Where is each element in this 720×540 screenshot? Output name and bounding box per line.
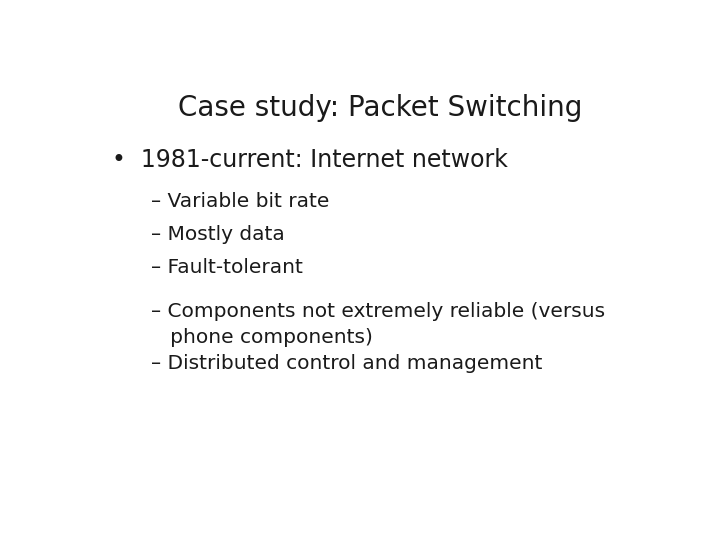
Text: – Mostly data: – Mostly data <box>151 225 285 244</box>
Text: •  1981-current: Internet network: • 1981-current: Internet network <box>112 148 508 172</box>
Text: – Components not extremely reliable (versus
   phone components): – Components not extremely reliable (ver… <box>151 302 606 347</box>
Text: – Fault-tolerant: – Fault-tolerant <box>151 258 303 277</box>
Text: – Distributed control and management: – Distributed control and management <box>151 354 543 373</box>
Text: Case study: Packet Switching: Case study: Packet Switching <box>178 94 582 122</box>
Text: – Variable bit rate: – Variable bit rate <box>151 192 330 211</box>
